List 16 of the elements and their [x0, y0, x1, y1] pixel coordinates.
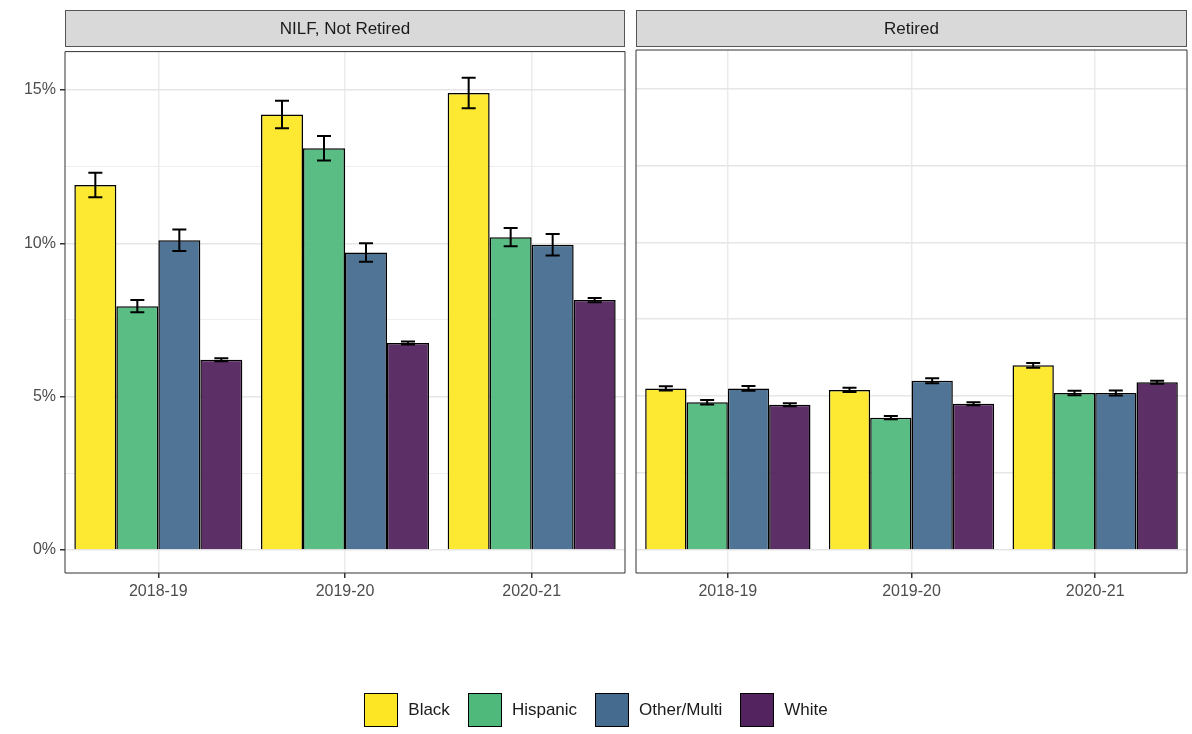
x-tick-label: 2019-20	[315, 582, 375, 600]
chart-title: Retired	[636, 10, 1187, 47]
x-tick-label: 2019-20	[882, 582, 941, 600]
y-tick-label: 5%	[32, 387, 56, 405]
chart-title: NILF, Not Retired	[65, 10, 625, 47]
y-tick-label: 15%	[23, 80, 56, 98]
y-tick-label: 0%	[32, 540, 56, 558]
x-tick-label: 2020-21	[1065, 582, 1125, 600]
y-tick-label: 10%	[23, 233, 56, 251]
x-tick-label: 2018-19	[128, 582, 188, 600]
legend-label: Black	[408, 700, 450, 720]
x-tick-label: 2020-21	[502, 582, 562, 600]
legend-label: Hispanic	[511, 700, 578, 720]
legend-label: Other/Multi	[639, 700, 723, 720]
x-tick-label: 2018-19	[698, 582, 758, 600]
legend-label: White	[784, 700, 828, 720]
